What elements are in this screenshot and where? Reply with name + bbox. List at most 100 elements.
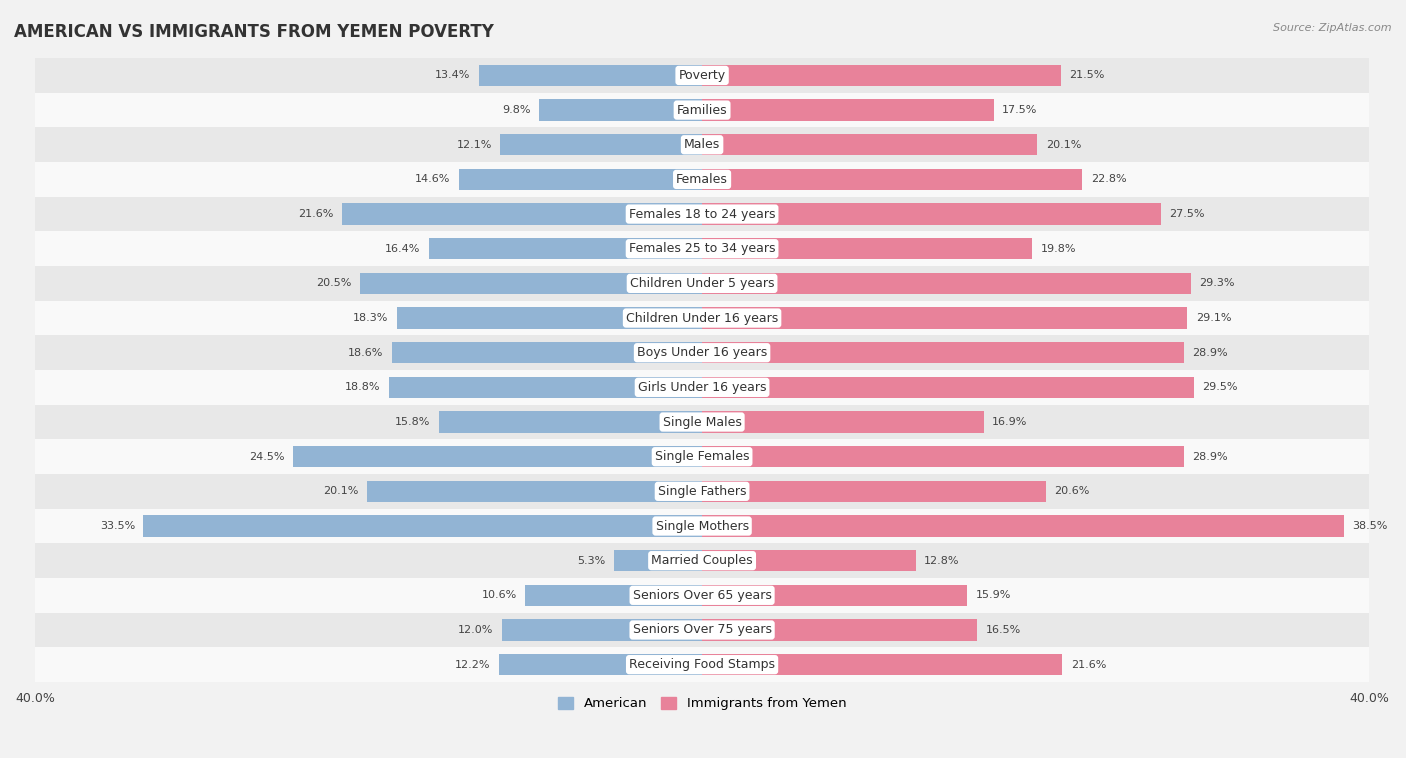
Bar [702,619,977,641]
Text: Children Under 16 years: Children Under 16 years [626,312,778,324]
Text: Married Couples: Married Couples [651,554,752,567]
Bar [702,134,1038,155]
Bar [35,266,1369,301]
Text: Single Females: Single Females [655,450,749,463]
Text: 28.9%: 28.9% [1192,348,1227,358]
Text: 14.6%: 14.6% [415,174,450,184]
Text: 18.3%: 18.3% [353,313,388,323]
Bar [396,307,702,329]
Text: 22.8%: 22.8% [1091,174,1126,184]
Text: 20.1%: 20.1% [1046,139,1081,150]
Bar [143,515,702,537]
Text: Single Mothers: Single Mothers [655,519,748,533]
Bar [702,654,1063,675]
Text: 21.6%: 21.6% [298,209,333,219]
Bar [360,273,702,294]
Bar [478,64,702,86]
Bar [35,578,1369,612]
Bar [35,58,1369,92]
Bar [702,203,1161,225]
Bar [702,481,1046,502]
Text: 15.9%: 15.9% [976,590,1011,600]
Bar [702,550,915,572]
Text: 18.6%: 18.6% [349,348,384,358]
Text: 18.8%: 18.8% [344,382,380,393]
Bar [702,446,1184,468]
Text: 38.5%: 38.5% [1353,521,1388,531]
Text: Children Under 5 years: Children Under 5 years [630,277,775,290]
Bar [702,377,1194,398]
Bar [35,231,1369,266]
Text: 17.5%: 17.5% [1002,105,1038,115]
Bar [294,446,702,468]
Bar [538,99,702,121]
Bar [458,169,702,190]
Text: Poverty: Poverty [679,69,725,82]
Text: 27.5%: 27.5% [1170,209,1205,219]
Text: 16.5%: 16.5% [986,625,1021,635]
Text: 12.1%: 12.1% [457,139,492,150]
Text: Receiving Food Stamps: Receiving Food Stamps [628,658,775,671]
Bar [439,412,702,433]
Bar [702,307,1188,329]
Text: Single Males: Single Males [662,415,741,428]
Bar [35,543,1369,578]
Bar [502,619,702,641]
Text: 15.8%: 15.8% [395,417,430,427]
Bar [35,301,1369,335]
Bar [35,405,1369,440]
Text: 29.5%: 29.5% [1202,382,1237,393]
Bar [702,64,1060,86]
Text: Boys Under 16 years: Boys Under 16 years [637,346,768,359]
Bar [35,647,1369,682]
Bar [526,584,702,606]
Text: Girls Under 16 years: Girls Under 16 years [638,381,766,394]
Bar [702,99,994,121]
Text: 12.2%: 12.2% [454,659,491,669]
Bar [35,509,1369,543]
Text: Source: ZipAtlas.com: Source: ZipAtlas.com [1274,23,1392,33]
Text: 13.4%: 13.4% [434,70,470,80]
Bar [429,238,702,259]
Bar [702,584,967,606]
Bar [392,342,702,363]
Text: 28.9%: 28.9% [1192,452,1227,462]
Bar [35,197,1369,231]
Bar [702,342,1184,363]
Bar [702,169,1083,190]
Bar [35,370,1369,405]
Text: 33.5%: 33.5% [100,521,135,531]
Text: 16.4%: 16.4% [385,244,420,254]
Bar [35,474,1369,509]
Text: 12.0%: 12.0% [458,625,494,635]
Text: 21.6%: 21.6% [1071,659,1107,669]
Bar [613,550,702,572]
Text: 10.6%: 10.6% [482,590,517,600]
Text: 12.8%: 12.8% [924,556,959,565]
Text: 9.8%: 9.8% [502,105,530,115]
Text: 29.1%: 29.1% [1195,313,1232,323]
Text: 20.5%: 20.5% [316,278,352,288]
Text: Females 18 to 24 years: Females 18 to 24 years [628,208,775,221]
Text: Females 25 to 34 years: Females 25 to 34 years [628,243,775,255]
Text: 20.1%: 20.1% [323,487,359,496]
Text: Seniors Over 75 years: Seniors Over 75 years [633,624,772,637]
Bar [702,515,1344,537]
Text: 21.5%: 21.5% [1069,70,1104,80]
Bar [702,412,984,433]
Bar [702,238,1032,259]
Text: 24.5%: 24.5% [250,452,285,462]
Bar [35,612,1369,647]
Bar [702,273,1191,294]
Text: Males: Males [683,138,720,152]
Text: AMERICAN VS IMMIGRANTS FROM YEMEN POVERTY: AMERICAN VS IMMIGRANTS FROM YEMEN POVERT… [14,23,494,41]
Bar [499,654,702,675]
Bar [35,127,1369,162]
Bar [367,481,702,502]
Text: 29.3%: 29.3% [1199,278,1234,288]
Text: Seniors Over 65 years: Seniors Over 65 years [633,589,772,602]
Text: Females: Females [676,173,728,186]
Text: 5.3%: 5.3% [576,556,606,565]
Bar [388,377,702,398]
Text: Single Fathers: Single Fathers [658,485,747,498]
